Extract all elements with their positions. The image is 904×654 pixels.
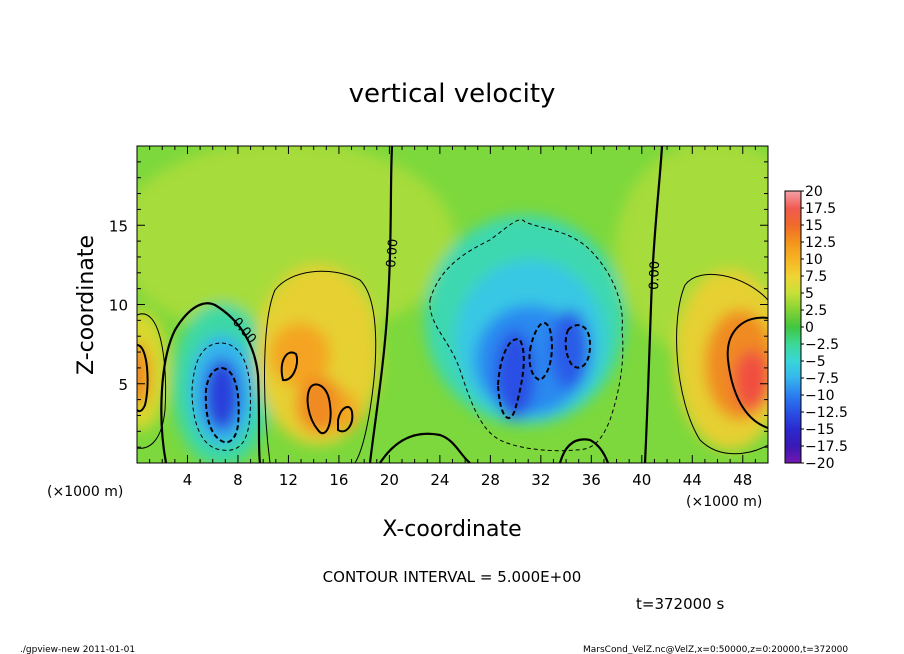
colorbar-segment: [785, 225, 801, 243]
downdraft-x7-core: [204, 359, 240, 431]
contour-positive: [264, 270, 377, 463]
contour-positive-10: [137, 344, 149, 413]
colorbar-label: 0: [805, 320, 814, 336]
colorbar-label: 7.5: [805, 269, 827, 285]
contour-negative-10: [528, 322, 553, 382]
colorbar-segment: [785, 242, 801, 260]
footer-right: MarsCond_VelZ.nc@VelZ,x=0:50000,z=0:2000…: [583, 645, 848, 654]
x-tick-label: 44: [683, 471, 702, 489]
x-tick-label: 28: [481, 471, 500, 489]
colorbar-segment: [785, 412, 801, 430]
x-tick-label: 36: [582, 471, 601, 489]
colorbar-label: 5: [805, 286, 814, 302]
colorbar-segment: [785, 276, 801, 294]
x-tick-label: 40: [632, 471, 651, 489]
colorbar-label: 20: [805, 184, 823, 200]
x-tick-label: 32: [531, 471, 550, 489]
y-tick-label: 15: [109, 217, 128, 235]
zero-contour: [160, 302, 262, 463]
y-tick-label: 5: [118, 376, 128, 394]
colorbar-label: −2.5: [805, 337, 839, 353]
colorbar-label: −7.5: [805, 371, 839, 387]
y-tick-label: 10: [109, 297, 128, 315]
colorbar-segment: [785, 293, 801, 311]
zero-contour: [379, 432, 471, 463]
zero-contour: [643, 146, 664, 463]
contour-negative-10: [204, 366, 240, 444]
colorbar-segment: [785, 259, 801, 277]
colorbar-segment: [785, 429, 801, 447]
contour-negative: [191, 342, 251, 451]
contour-negative-10: [564, 324, 592, 369]
chart-title: vertical velocity: [349, 79, 556, 109]
colorbar-label: −20: [805, 456, 835, 472]
x-axis-label: X-coordinate: [382, 517, 521, 542]
contour-positive: [137, 313, 167, 449]
contour-negative: [429, 219, 624, 452]
y-axis-label: Z-coordinate: [74, 235, 99, 375]
x-tick-label: 48: [733, 471, 752, 489]
contour-positive-10: [337, 405, 354, 433]
velocity-field: [137, 146, 768, 463]
x-tick-label: 24: [430, 471, 449, 489]
y-axis: 5 10 15: [109, 161, 768, 448]
zero-contour: [368, 146, 394, 463]
x-unit-left: (×1000 m): [47, 484, 123, 500]
colorbar-label: −10: [805, 388, 835, 404]
colorbar-label: 10: [805, 252, 823, 268]
footer-left: ./gpview-new 2011-01-01: [20, 645, 135, 654]
colorbar-segment: [785, 191, 801, 209]
colorbar-label: 17.5: [805, 201, 836, 217]
downdraft-center-core: [550, 310, 590, 390]
x-tick-label: 4: [183, 471, 193, 489]
colorbar-label: −12.5: [805, 405, 848, 421]
contour-positive: [676, 273, 768, 455]
contour-interval-text: CONTOUR INTERVAL = 5.000E+00: [323, 568, 582, 586]
updraft-x14-mid: [270, 323, 330, 387]
colorbar-label: −17.5: [805, 439, 848, 455]
x-unit-right: (×1000 m): [686, 494, 762, 510]
updraft-x48-core: [734, 350, 768, 410]
colorbar-segment: [785, 395, 801, 413]
colorbar-label: −15: [805, 422, 835, 438]
colorbar-segment: [785, 446, 801, 464]
contour-label: 0.00: [384, 238, 401, 268]
x-tick-label: 8: [233, 471, 243, 489]
contour-positive-10: [306, 383, 332, 435]
time-text: t=372000 s: [636, 595, 724, 613]
zero-contour: [558, 438, 610, 463]
weak-updraft-zone: [137, 146, 455, 340]
contour-label: 0.00: [647, 261, 663, 290]
x-tick-label: 12: [279, 471, 298, 489]
x-tick-label: 16: [329, 471, 348, 489]
colorbar-segment: [785, 310, 801, 328]
colorbar-label: 12.5: [805, 235, 836, 251]
colorbar-segment: [785, 327, 801, 345]
contour-negative-10: [496, 338, 525, 419]
plot-area: 0.00 0.00 0.00: [137, 146, 768, 463]
colorbar: 2017.51512.5107.552.50−2.5−5−7.5−10−12.5…: [784, 184, 848, 472]
colorbar-segment: [785, 378, 801, 396]
contour-positive-10: [726, 316, 768, 429]
colorbar-label: −5: [805, 354, 826, 370]
colorbar-segment: [785, 208, 801, 226]
contour-lines: [137, 146, 768, 463]
colorbar-label: 2.5: [805, 303, 827, 319]
colorbar-segment: [785, 361, 801, 379]
x-tick-label: 20: [380, 471, 399, 489]
colorbar-segment: [785, 344, 801, 362]
contour-positive-10: [280, 351, 298, 382]
x-axis: 4 8 12 16 20 24 28 32 36 40 44 48: [149, 146, 756, 489]
colorbar-label: 15: [805, 218, 823, 234]
